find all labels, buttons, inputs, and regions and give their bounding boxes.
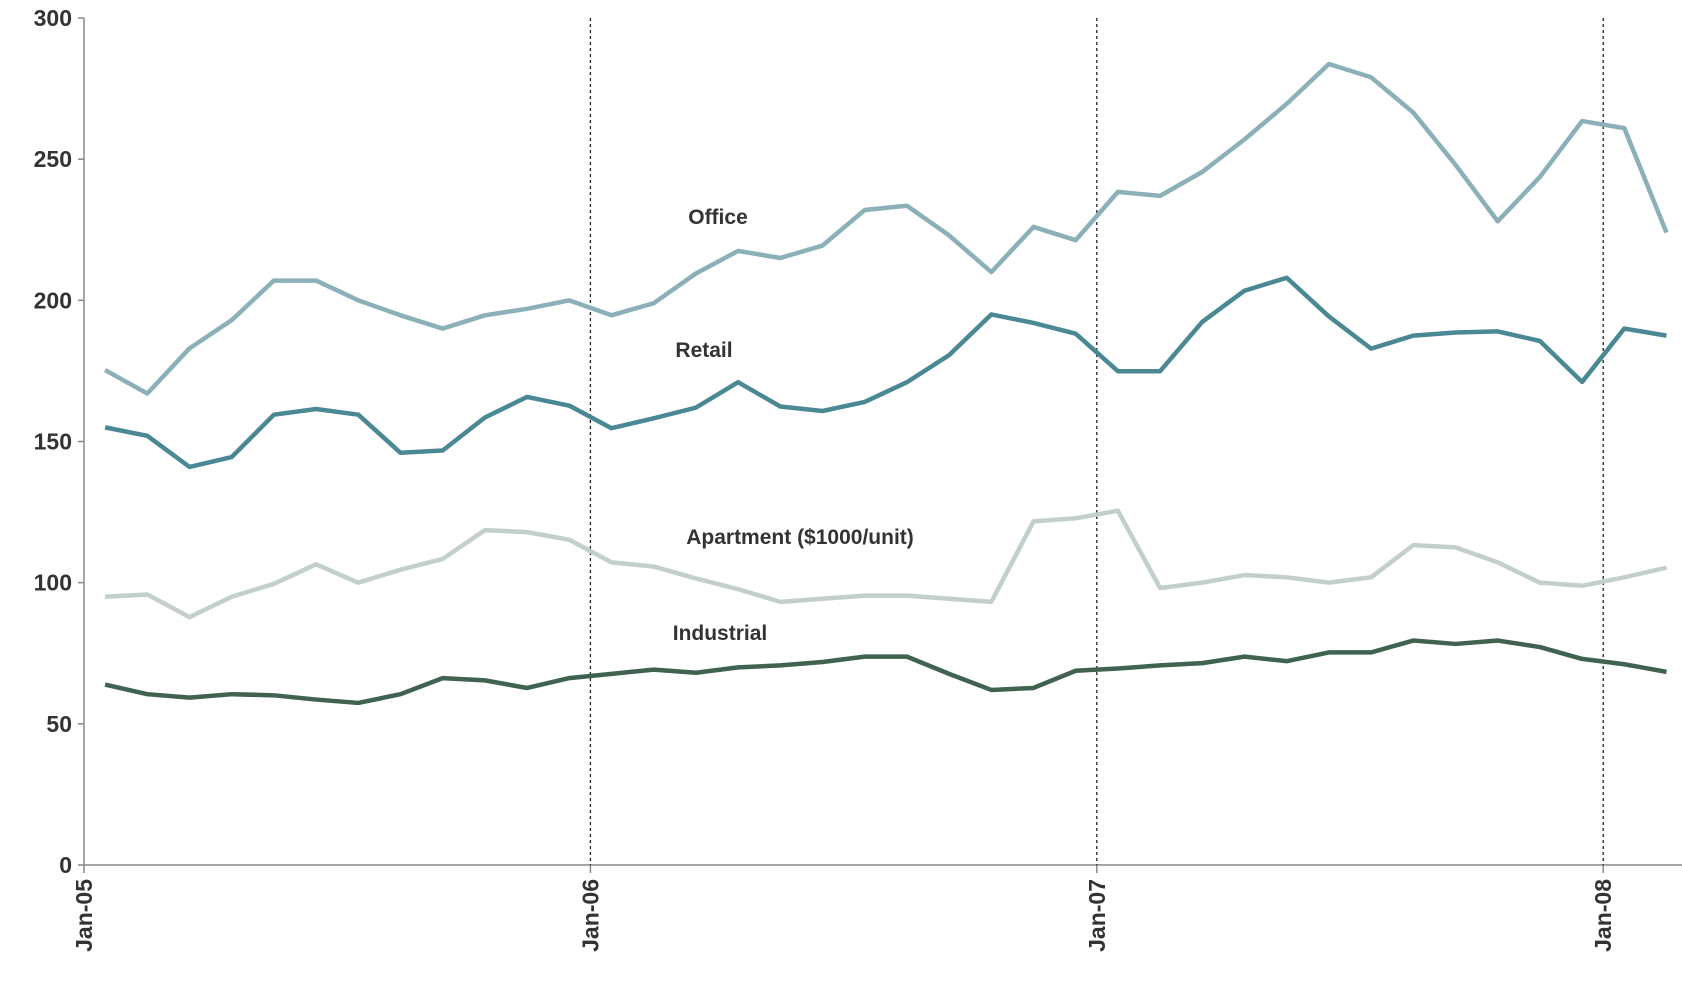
- y-tick-label: 300: [34, 5, 72, 31]
- series-label: Office: [688, 206, 748, 229]
- series-label: Retail: [675, 339, 732, 362]
- y-tick-label: 200: [34, 287, 72, 313]
- y-tick-label: 250: [34, 146, 72, 172]
- series-label: Industrial: [673, 622, 768, 645]
- series-line: [104, 61, 1669, 396]
- y-tick-label: 50: [46, 711, 72, 737]
- x-tick-label: Jan-05: [71, 879, 97, 952]
- x-tick-label: Jan-06: [577, 879, 603, 952]
- y-tick-label: 0: [59, 852, 72, 878]
- series-line: [104, 638, 1667, 706]
- x-tick-label: Jan-08: [1590, 879, 1616, 952]
- series-label: Apartment ($1000/unit): [686, 526, 914, 549]
- y-tick-label: 100: [34, 570, 72, 596]
- x-tick-label: Jan-07: [1084, 879, 1110, 952]
- y-tick-label: 150: [34, 429, 72, 455]
- series-line: [104, 275, 1667, 470]
- series-line: [104, 508, 1667, 620]
